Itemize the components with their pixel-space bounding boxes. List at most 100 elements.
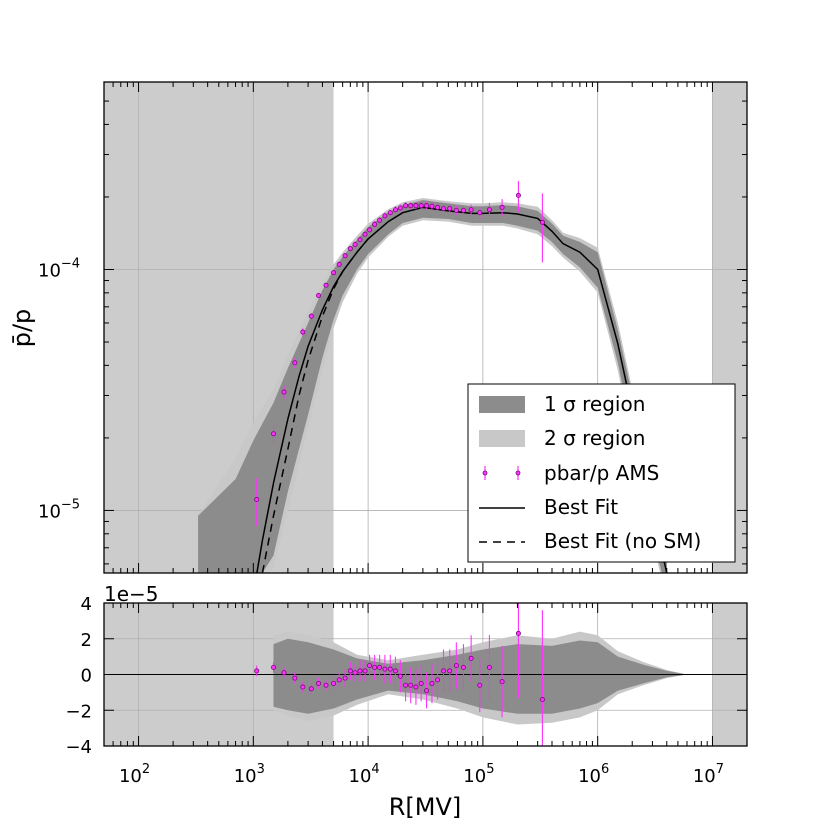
ams-point <box>392 206 398 214</box>
best-fit-no-sm-line <box>261 238 369 573</box>
data-marker <box>539 219 545 225</box>
ams-point <box>418 665 424 702</box>
data-marker <box>441 668 447 674</box>
ams-point <box>331 676 337 691</box>
data-marker <box>254 668 260 674</box>
data-marker <box>323 282 329 288</box>
data-marker <box>435 204 441 210</box>
residual-y-tick-label: 2 <box>81 630 92 651</box>
ams-point <box>460 205 466 216</box>
ams-point <box>292 357 298 369</box>
ams-point <box>539 610 545 746</box>
legend-box <box>467 383 736 563</box>
ams-point <box>429 202 435 211</box>
ams-point <box>336 261 342 268</box>
data-marker <box>392 207 398 213</box>
data-marker <box>453 207 459 213</box>
data-marker <box>468 207 474 213</box>
ams-point <box>477 206 483 220</box>
legend-label-best-fit: Best Fit <box>544 495 618 519</box>
data-marker <box>300 684 306 690</box>
ams-point <box>323 679 329 691</box>
ams-point <box>477 658 483 713</box>
residual-offset-label: 1e−5 <box>104 582 159 606</box>
data-marker <box>367 227 373 233</box>
data-marker <box>403 682 409 688</box>
data-marker <box>362 231 368 237</box>
data-marker <box>447 206 453 212</box>
ams-point <box>316 678 322 689</box>
data-marker <box>377 664 383 670</box>
ams-point <box>429 663 435 704</box>
data-marker <box>292 675 298 681</box>
data-marker <box>477 210 483 216</box>
data-marker <box>418 203 424 209</box>
data-marker <box>515 630 521 636</box>
ams-point <box>336 672 342 688</box>
ams-point <box>397 204 403 212</box>
main-ticks <box>103 82 748 573</box>
ams-point <box>397 660 403 693</box>
ams-point <box>424 201 430 210</box>
data-marker <box>308 686 314 692</box>
sigma1-band <box>198 200 667 573</box>
legend-swatch-sigma1 <box>479 396 525 413</box>
residual-data-points <box>254 603 545 746</box>
data-marker <box>362 668 368 674</box>
data-marker <box>300 329 306 335</box>
data-marker <box>382 666 388 672</box>
ams-point <box>308 683 314 695</box>
data-marker <box>308 313 314 319</box>
ams-point <box>424 672 430 709</box>
data-marker <box>429 680 435 686</box>
data-marker <box>372 664 378 670</box>
data-marker <box>323 682 329 688</box>
ams-point <box>382 654 388 684</box>
data-marker <box>336 261 342 267</box>
x-tick-label: 105 <box>463 762 494 787</box>
ams-point <box>413 202 419 210</box>
data-marker <box>352 670 358 676</box>
ams-point <box>515 603 521 698</box>
ams-point <box>308 312 314 320</box>
ams-point <box>342 253 348 259</box>
data-marker <box>281 670 287 676</box>
ams-point <box>372 220 378 228</box>
ams-point <box>460 644 466 691</box>
ams-point <box>413 669 419 705</box>
data-marker <box>424 688 430 694</box>
data-marker <box>342 253 348 259</box>
data-marker <box>336 677 342 683</box>
residual-y-tick-labels: −4 −2 0 2 4 <box>65 594 92 758</box>
ams-point <box>382 212 388 220</box>
y-axis-title: p̄/p <box>8 309 36 348</box>
ams-point <box>515 180 521 213</box>
data-marker <box>403 203 409 209</box>
ams-point <box>447 203 453 214</box>
legend-label-sigma2: 2 σ region <box>544 426 645 450</box>
data-marker <box>372 221 378 227</box>
ams-point <box>403 669 409 702</box>
data-marker <box>357 668 363 674</box>
data-marker <box>281 389 287 395</box>
ams-point <box>441 204 447 213</box>
ams-point <box>292 672 298 684</box>
ams-point <box>271 424 277 445</box>
ams-point <box>367 227 373 233</box>
data-marker <box>486 207 492 213</box>
ams-point <box>486 635 492 700</box>
ams-point <box>453 642 459 689</box>
data-marker <box>486 664 492 670</box>
main-panel: 10−5 10−4 p̄/p <box>8 81 748 574</box>
data-marker <box>382 213 388 219</box>
data-marker <box>387 666 393 672</box>
data-marker <box>429 203 435 209</box>
data-marker <box>347 668 353 674</box>
data-marker <box>413 203 419 209</box>
legend-label-sigma1: 1 σ region <box>544 392 645 416</box>
x-tick-label: 106 <box>578 762 609 787</box>
data-marker <box>397 673 403 679</box>
ams-point <box>254 665 260 677</box>
ams-point <box>281 667 287 679</box>
